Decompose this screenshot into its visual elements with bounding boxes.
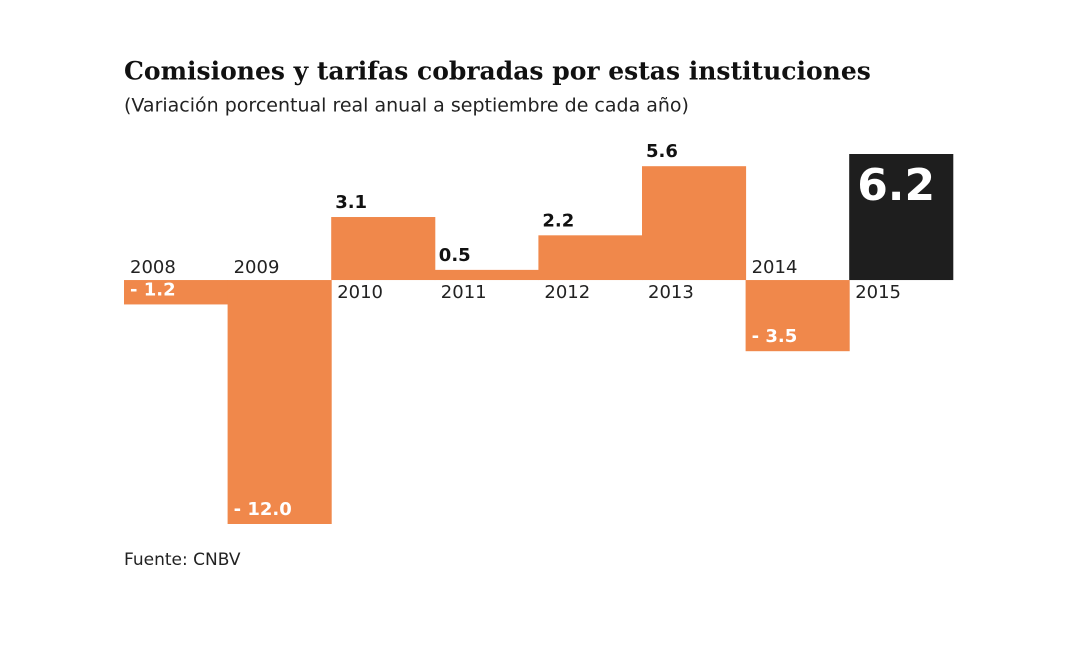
chart-subtitle: (Variación porcentual real anual a septi… bbox=[124, 95, 689, 117]
value-label: 2.2 bbox=[542, 210, 574, 231]
x-tick-label: 2011 bbox=[441, 282, 487, 303]
bar bbox=[538, 235, 643, 281]
x-tick-label: 2015 bbox=[855, 282, 901, 303]
value-label: - 3.5 bbox=[752, 326, 798, 347]
bar bbox=[642, 166, 747, 281]
chart-title: Comisiones y tarifas cobradas por estas … bbox=[124, 57, 871, 86]
x-tick-label: 2008 bbox=[130, 257, 176, 278]
bar bbox=[434, 269, 539, 281]
x-tick-label: 2013 bbox=[648, 282, 694, 303]
x-tick-label: 2009 bbox=[234, 257, 280, 278]
value-label: - 1.2 bbox=[130, 279, 176, 300]
bar bbox=[227, 280, 332, 524]
value-label: 6.2 bbox=[857, 160, 935, 211]
value-label: 0.5 bbox=[439, 245, 471, 266]
x-tick-label: 2010 bbox=[337, 282, 383, 303]
bar bbox=[331, 217, 436, 281]
value-label: 5.6 bbox=[646, 141, 678, 162]
bar bbox=[849, 154, 954, 281]
value-label: - 12.0 bbox=[234, 499, 292, 520]
x-tick-label: 2012 bbox=[544, 282, 590, 303]
value-label: 3.1 bbox=[335, 192, 367, 213]
bar bbox=[745, 280, 850, 352]
bar bbox=[124, 280, 229, 305]
x-tick-label: 2014 bbox=[752, 257, 798, 278]
source: Fuente: CNBV bbox=[124, 550, 241, 570]
